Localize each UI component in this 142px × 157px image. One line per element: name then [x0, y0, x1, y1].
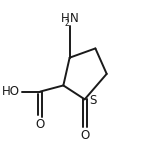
Text: O: O — [36, 118, 45, 131]
Text: N: N — [70, 12, 79, 25]
Text: S: S — [89, 94, 96, 107]
Text: HO: HO — [2, 85, 20, 98]
Text: 2: 2 — [65, 19, 70, 28]
Text: H: H — [61, 12, 70, 25]
Text: O: O — [80, 129, 89, 142]
